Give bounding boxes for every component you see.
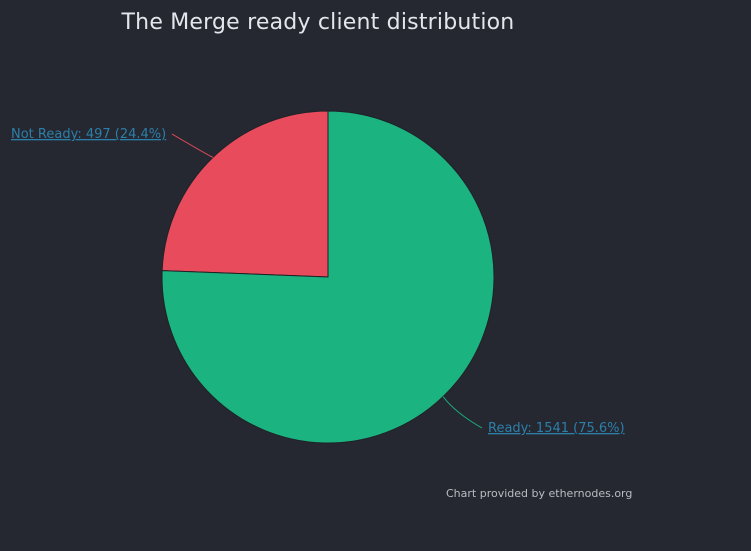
label-connector-not-ready xyxy=(171,133,214,158)
slice-label-not-ready[interactable]: Not Ready: 497 (24.4%) xyxy=(11,127,166,142)
pie-labels: Not Ready: 497 (24.4%) Ready: 1541 (75.6%… xyxy=(11,127,625,436)
slice-label-ready[interactable]: Ready: 1541 (75.6%) xyxy=(488,421,625,436)
label-connector-ready xyxy=(442,396,483,429)
chart-title: The Merge ready client distribution xyxy=(121,10,515,35)
pie-slice-not-ready[interactable] xyxy=(161,110,329,278)
pie-slice-ready[interactable] xyxy=(161,110,495,444)
pie-slices xyxy=(161,110,495,444)
chart-credit: Chart provided by ethernodes.org xyxy=(446,487,633,500)
